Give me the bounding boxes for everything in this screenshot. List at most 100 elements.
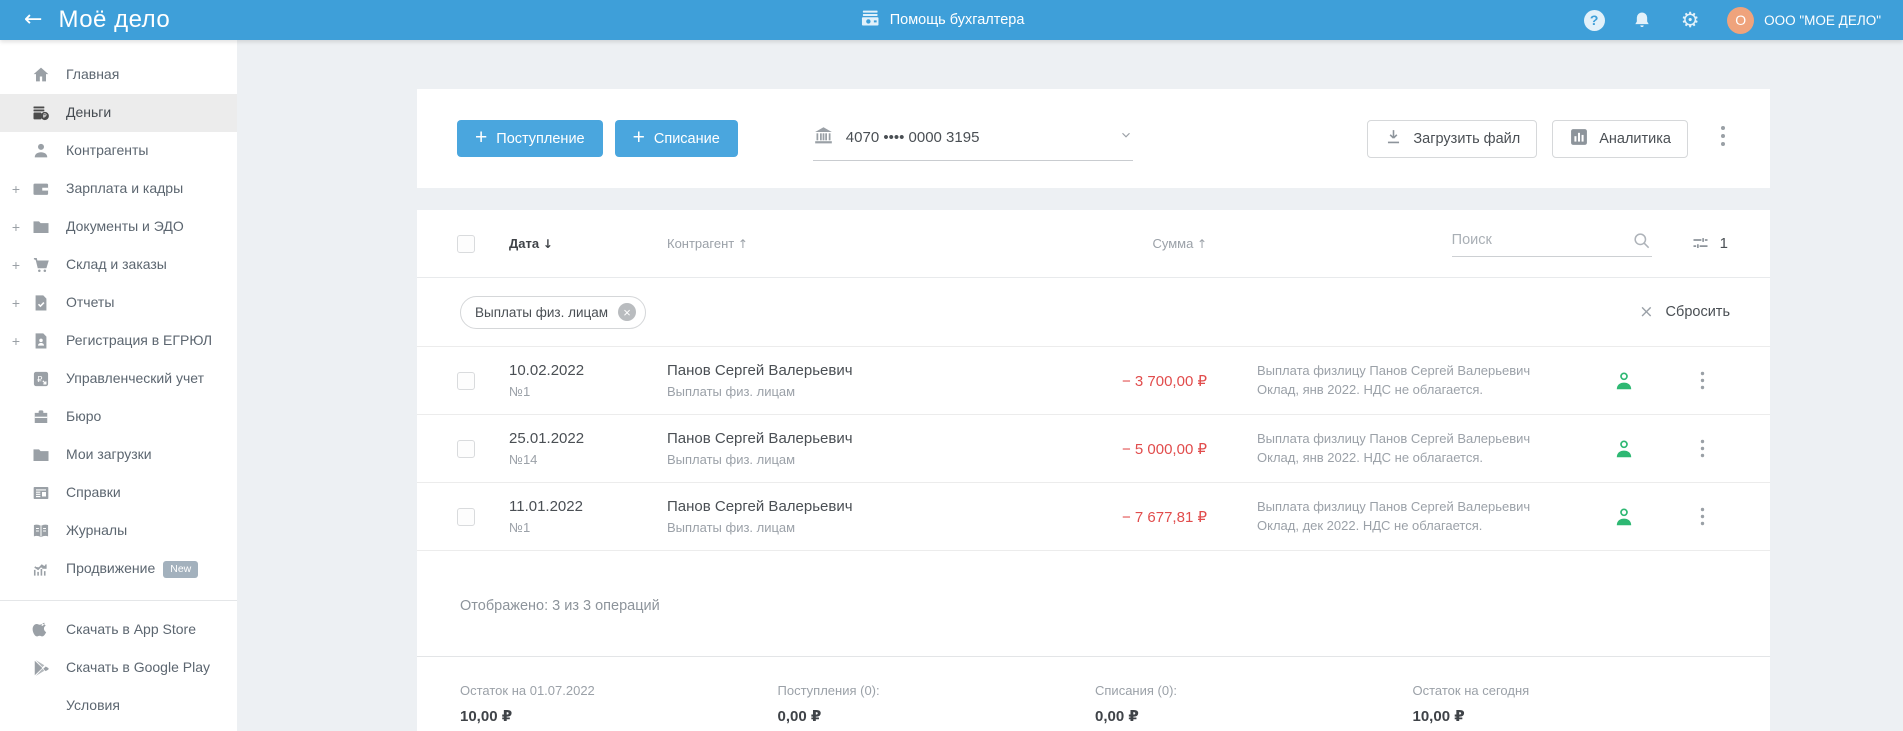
sidebar-item-sklad[interactable]: + Склад и заказы <box>11 256 167 273</box>
sidebar-item-glavnaya[interactable]: Главная <box>0 56 237 94</box>
sidebar-item-byuro[interactable]: Бюро <box>0 398 237 436</box>
table-row[interactable]: 25.01.2022 №14 Панов Сергей Валерьевич В… <box>417 415 1770 483</box>
toolbar-more-kebab-icon[interactable] <box>1716 121 1730 156</box>
newspaper-icon <box>31 483 51 503</box>
sidebar-link-app-store[interactable]: Скачать в App Store <box>0 611 237 649</box>
account-select[interactable]: 4070 •••• 0000 3195 <box>812 125 1133 161</box>
sidebar-item-dengi[interactable]: ₽ Деньги <box>0 94 237 132</box>
plus-icon: + <box>632 126 645 149</box>
notifications-bell-icon[interactable] <box>1631 9 1653 31</box>
sort-asc-icon: ↑ <box>1196 237 1207 251</box>
expand-plus-icon[interactable]: + <box>11 181 21 197</box>
app-logo[interactable]: Моё дело <box>58 6 171 33</box>
sidebar-item-kontragenty[interactable]: Контрагенты <box>0 132 237 170</box>
row-more-kebab-icon[interactable] <box>1675 371 1730 390</box>
filter-chip[interactable]: Выплаты физ. лицам × <box>460 295 647 329</box>
expand-plus-icon[interactable]: + <box>11 219 21 235</box>
account-number: 4070 •••• 0000 3195 <box>845 129 980 146</box>
sidebar-item-otchety[interactable]: + Отчеты <box>11 293 115 313</box>
table-body: 10.02.2022 №1 Панов Сергей Валерьевич Вы… <box>417 347 1770 551</box>
ruble-square-icon: ₽ <box>31 369 51 389</box>
apple-icon <box>31 620 51 640</box>
back-icon[interactable]: ← <box>24 7 43 32</box>
promo-chart-icon <box>31 559 51 579</box>
money-toolbar: + Поступление + Списание 4070 •••• 0000 … <box>417 89 1770 188</box>
summary-value: 10,00 ₽ <box>460 708 513 725</box>
blank-icon <box>31 696 51 716</box>
sidebar-link-google-play[interactable]: Скачать в Google Play <box>0 649 237 687</box>
column-header-counterparty[interactable]: Контрагент ↑ <box>667 236 748 251</box>
avatar: О <box>1727 6 1755 34</box>
expand-plus-icon[interactable]: + <box>11 257 21 273</box>
sidebar-link-usloviya[interactable]: Условия <box>0 687 237 725</box>
reset-filters-button[interactable]: × Сбросить <box>1639 302 1730 322</box>
operation-category: Выплаты физ. лицам <box>667 452 796 467</box>
sidebar-item-moi-zagruzki[interactable]: Мои загрузки <box>0 436 237 474</box>
table-row[interactable]: 11.01.2022 №1 Панов Сергей Валерьевич Вы… <box>417 483 1770 551</box>
summary-item: Остаток на 01.07.2022 10,00 ₽ <box>460 683 778 725</box>
filter-count: 1 <box>1719 235 1728 252</box>
sidebar-item-spravki[interactable]: Справки <box>0 474 237 512</box>
accountant-help-link[interactable]: Помощь бухгалтера <box>859 0 1024 40</box>
row-more-kebab-icon[interactable] <box>1675 507 1730 526</box>
sidebar-item-dokumenty[interactable]: + Документы и ЭДО <box>11 218 184 235</box>
summary-divider <box>417 656 1770 657</box>
svg-text:₽: ₽ <box>37 374 43 384</box>
cash-icon <box>859 7 881 33</box>
employee-payment-icon <box>1572 505 1675 529</box>
folder-icon <box>31 445 51 465</box>
operation-amount: − 3 700,00 ₽ <box>1121 372 1207 390</box>
filter-button[interactable]: 1 <box>1690 233 1728 254</box>
balance-summary: Остаток на 01.07.2022 10,00 ₽ Поступлени… <box>417 657 1770 725</box>
topbar: ← Моё дело Помощь бухгалтера ? ⚙ <box>0 0 1903 40</box>
upload-file-button[interactable]: Загрузить файл <box>1367 119 1538 158</box>
counterparty-name: Панов Сергей Валерьевич <box>667 362 853 379</box>
settings-gear-icon[interactable]: ⚙ <box>1680 7 1700 32</box>
employee-payment-icon <box>1572 369 1675 393</box>
operation-description: Выплата физлицу Панов Сергей Валерьевич … <box>1257 498 1531 533</box>
operation-category: Выплаты физ. лицам <box>667 384 796 399</box>
summary-value: 0,00 ₽ <box>1095 708 1139 725</box>
sidebar-item-zhurnaly[interactable]: Журналы <box>0 512 237 550</box>
counterparty-name: Панов Сергей Валерьевич <box>667 498 853 515</box>
download-icon <box>1384 127 1403 150</box>
expense-button[interactable]: + Списание <box>614 120 738 157</box>
help-icon[interactable]: ? <box>1583 9 1605 31</box>
row-checkbox[interactable] <box>457 371 475 390</box>
home-icon <box>31 65 51 85</box>
sidebar-item-zarplata[interactable]: + Зарплата и кадры <box>11 180 184 197</box>
table-row[interactable]: 10.02.2022 №1 Панов Сергей Валерьевич Вы… <box>417 347 1770 415</box>
analytics-button[interactable]: Аналитика <box>1552 119 1688 158</box>
expand-plus-icon[interactable]: + <box>11 333 21 349</box>
row-more-kebab-icon[interactable] <box>1675 439 1730 458</box>
row-checkbox[interactable] <box>457 507 475 526</box>
expand-plus-icon[interactable]: + <box>11 295 21 311</box>
operation-number: №1 <box>509 520 531 535</box>
report-check-icon <box>31 293 51 313</box>
column-header-date[interactable]: Дата ↓ <box>509 236 553 251</box>
person-icon <box>31 141 51 161</box>
operation-number: №14 <box>509 452 538 467</box>
row-checkbox[interactable] <box>457 439 475 458</box>
operation-category: Выплаты физ. лицам <box>667 520 796 535</box>
sidebar-item-upravlencheskiy-uchet[interactable]: ₽ Управленческий учет <box>0 360 237 398</box>
sort-desc-icon: ↓ <box>542 237 553 251</box>
operation-amount: − 7 677,81 ₽ <box>1121 508 1207 526</box>
open-book-icon <box>31 521 51 541</box>
money-icon: ₽ <box>31 103 51 123</box>
select-all-checkbox[interactable] <box>457 234 475 253</box>
sidebar-item-registracia-egrul[interactable]: + Регистрация в ЕГРЮЛ <box>11 332 213 349</box>
search-input[interactable] <box>1451 231 1620 248</box>
sidebar-item-prodvizhenie[interactable]: Продвижение New <box>0 550 237 588</box>
main-content: + Поступление + Списание 4070 •••• 0000 … <box>237 40 1903 731</box>
summary-label: Остаток на 01.07.2022 <box>460 683 595 698</box>
chip-close-icon[interactable]: × <box>618 303 637 321</box>
search-field[interactable] <box>1451 231 1652 257</box>
account-menu[interactable]: О ООО "МОЕ ДЕЛО" <box>1727 6 1881 34</box>
shown-count-text: Отображено: 3 из 3 операций <box>460 598 660 614</box>
briefcase-icon <box>31 407 51 427</box>
summary-item: Остаток на сегодня 10,00 ₽ <box>1413 683 1731 725</box>
employee-payment-icon <box>1572 437 1675 461</box>
column-header-amount[interactable]: Сумма ↑ <box>1152 236 1207 251</box>
income-button[interactable]: + Поступление <box>457 120 603 157</box>
